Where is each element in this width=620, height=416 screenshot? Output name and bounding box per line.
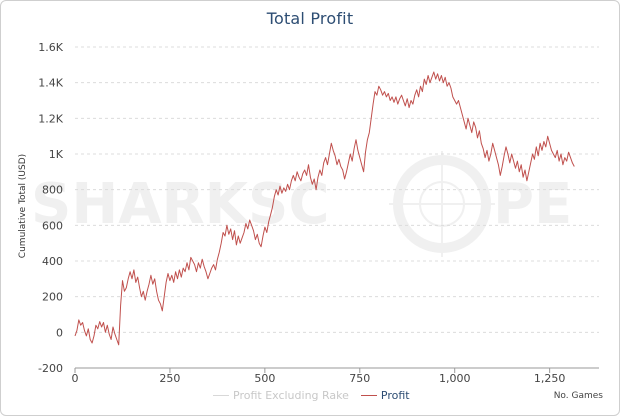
- series-group: [74, 71, 575, 346]
- y-tick-label: 1K: [49, 148, 64, 161]
- series-line-profit: [74, 71, 575, 346]
- sharkscope-watermark: SHARKSC PE: [31, 151, 572, 257]
- x-axis-label: No. Games: [553, 391, 603, 401]
- y-tick-label: -200: [38, 362, 63, 375]
- watermark-text-left: SHARKSC: [31, 172, 329, 237]
- y-tick-label: 1.2K: [38, 112, 63, 125]
- chart-legend: Profit Excluding Rake Profit: [213, 389, 422, 402]
- x-tick-label: 500: [254, 372, 275, 385]
- y-axis-ticks: -200 0 200 400 600 800 1K 1.2K 1.4K 1.6K: [38, 41, 64, 375]
- y-tick-label: 0: [56, 326, 63, 339]
- legend-swatch-profit: [360, 395, 377, 396]
- x-tick-label: 0: [72, 372, 79, 385]
- legend-item-profit-excluding-rake[interactable]: Profit Excluding Rake: [213, 389, 349, 402]
- y-tick-label: 600: [42, 219, 63, 232]
- chart-title: Total Profit: [266, 9, 354, 28]
- watermark-text-right: PE: [493, 172, 572, 237]
- y-tick-label: 1.6K: [38, 41, 63, 54]
- legend-swatch-profit-excluding-rake: [213, 395, 229, 396]
- x-tick-label: 1,250: [534, 372, 566, 385]
- legend-item-profit[interactable]: Profit: [360, 389, 410, 402]
- y-tick-label: 800: [42, 184, 63, 197]
- legend-label-profit-excluding-rake: Profit Excluding Rake: [233, 389, 349, 402]
- x-tick-label: 250: [159, 372, 180, 385]
- x-tick-label: 750: [349, 372, 370, 385]
- y-tick-label: 200: [42, 291, 63, 304]
- y-tick-label: 1.4K: [38, 77, 63, 90]
- x-axis-ticks: 0 250 500 750 1,000 1,250: [72, 368, 566, 385]
- x-tick-label: 1,000: [439, 372, 471, 385]
- y-tick-label: 400: [42, 255, 63, 268]
- legend-label-profit: Profit: [380, 389, 410, 402]
